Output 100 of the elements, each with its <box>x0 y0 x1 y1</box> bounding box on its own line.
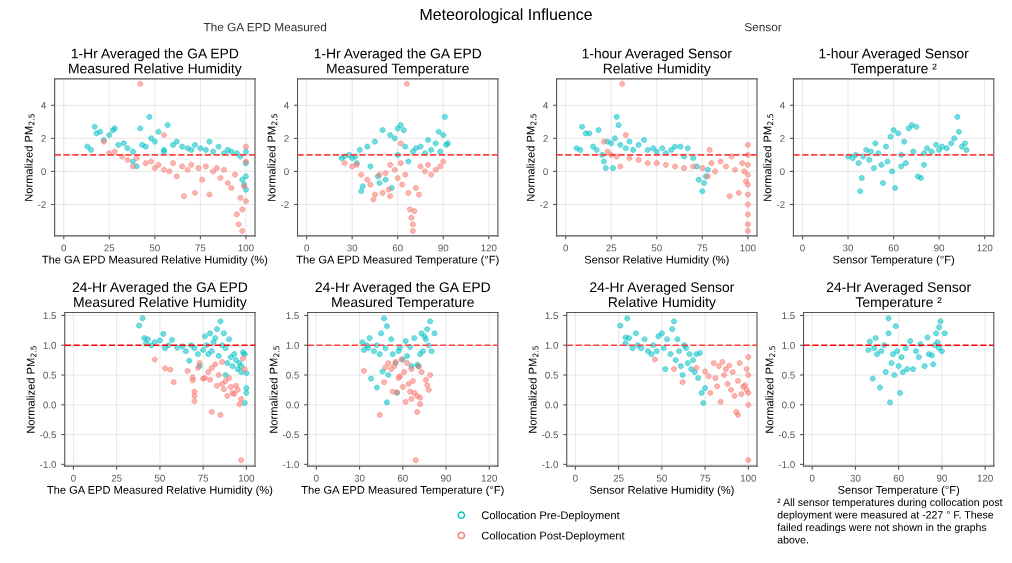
y-tick-label: 1.5 <box>782 312 795 320</box>
x-tick-label: 120 <box>481 244 497 252</box>
x-tick-label: 90 <box>934 244 945 252</box>
y-tick-label: 2 <box>543 135 548 142</box>
x-tick-label: 60 <box>392 244 403 252</box>
y-tick-label: -0.5 <box>778 431 795 439</box>
chart-title: 1-hour Averaged Sensor Relative Humidity <box>582 48 732 77</box>
x-axis-title: Sensor Relative Humidity (%) <box>589 485 734 496</box>
x-tick-label: 50 <box>154 474 165 482</box>
text: The GA EPD Measured <box>203 22 327 32</box>
y-tick-label: -2 <box>38 201 46 208</box>
x-tick-label: 60 <box>893 474 904 482</box>
x-tick-label: 100 <box>740 474 757 482</box>
chart-title: 1-Hr Averaged the GA EPD Measured Temperature <box>314 48 482 77</box>
chart-title: 24-Hr Averaged Sensor Relative Humidity <box>590 281 735 310</box>
x-tick-label: 90 <box>438 244 449 252</box>
x-axis-title: The GA EPD Measured Temperature (°F) <box>296 255 499 266</box>
x-tick-label: 120 <box>977 244 993 252</box>
y-tick-label: 1.0 <box>545 341 559 349</box>
x-axis-title: Sensor Temperature (°F) <box>838 485 960 496</box>
y-tick-label: -0.5 <box>282 431 299 439</box>
y-tick-label: 0 <box>543 168 548 176</box>
x-tick-label: 30 <box>850 474 861 482</box>
y-axis-title: Normalized PM$_{2.5}$ <box>528 345 539 433</box>
x-tick-label: 90 <box>441 474 452 482</box>
y-tick-label: -2 <box>280 201 289 208</box>
y-tick-label: 0.5 <box>286 371 299 379</box>
y-tick-label: 2 <box>780 135 785 142</box>
x-tick-label: 50 <box>656 474 667 482</box>
y-tick-label: -0.5 <box>542 431 558 439</box>
y-tick-label: 0.0 <box>43 401 57 409</box>
y-axis-title: Normalized PM$_{2.5}$ <box>267 114 278 201</box>
chart-title: 1-Hr Averaged the GA EPD Measured Relative Humidity <box>69 48 242 77</box>
x-tick-label: 75 <box>697 244 708 252</box>
y-tick-label: 2 <box>284 135 289 142</box>
y-tick-label: 0.5 <box>43 371 57 379</box>
y-tick-label: -1.0 <box>542 461 559 468</box>
x-axis-title: Sensor Temperature (°F) <box>833 255 954 266</box>
x-tick-label: 75 <box>198 474 209 482</box>
x-tick-label: 25 <box>104 244 115 252</box>
x-tick-label: 30 <box>354 474 365 482</box>
x-axis-title: The GA EPD Measured Relative Humidity (%) <box>42 255 268 266</box>
x-tick-label: 60 <box>888 244 899 252</box>
y-axis-title: Normalized PM$_{2.5}$ <box>26 345 37 433</box>
y-tick-label: 1.5 <box>286 312 299 320</box>
x-tick-label: 25 <box>606 244 617 252</box>
y-tick-label: 0 <box>780 168 785 176</box>
y-tick-label: 4 <box>543 102 548 109</box>
x-tick-label: 0 <box>809 474 815 482</box>
chart-title: 24-Hr Averaged Sensor Temperature ² <box>826 281 971 310</box>
y-tick-label: 4 <box>284 102 289 109</box>
y-tick-label: -2 <box>540 201 548 208</box>
x-tick-label: 60 <box>397 474 408 482</box>
y-tick-label: -2 <box>776 201 785 208</box>
text: Sensor <box>744 22 782 32</box>
x-axis-title: Sensor Relative Humidity (%) <box>584 255 729 266</box>
x-tick-label: 75 <box>700 474 711 482</box>
x-tick-label: 0 <box>800 244 805 252</box>
x-axis-title: The GA EPD Measured Temperature (°F) <box>301 485 504 496</box>
y-tick-label: 1.0 <box>286 341 299 349</box>
x-tick-label: 30 <box>843 244 854 252</box>
x-tick-label: 25 <box>111 474 122 482</box>
chart-title: 1-hour Averaged Sensor Temperature ² <box>819 48 969 77</box>
y-tick-label: 1.0 <box>43 341 57 349</box>
x-axis-title: The GA EPD Measured Relative Humidity (%) <box>47 485 273 496</box>
y-tick-label: 4 <box>41 102 47 109</box>
legend-label: Collocation Post-Deployment <box>481 531 625 542</box>
x-tick-label: 120 <box>977 474 993 482</box>
y-tick-label: 1.5 <box>43 312 57 320</box>
y-tick-label: 0.5 <box>782 371 795 379</box>
y-axis-title: Normalized PM$_{2.5}$ <box>269 345 280 433</box>
y-tick-label: -1.0 <box>40 461 57 468</box>
y-tick-label: 0.0 <box>782 401 795 409</box>
y-tick-label: -1.0 <box>282 461 299 468</box>
x-tick-label: 25 <box>613 474 624 482</box>
x-tick-label: 100 <box>238 244 254 252</box>
y-tick-label: 0.0 <box>545 401 559 409</box>
chart-title: 24-Hr Averaged the GA EPD Measured Relative Humidity <box>72 281 248 310</box>
text: Meteorological Influence <box>420 8 592 24</box>
y-tick-label: 0.0 <box>286 401 299 409</box>
text: ² All sensor temperatures during collocation post deployment were measured at -227 ° F. These failed readings were not shown in the graphs above. <box>777 498 1003 544</box>
y-axis-title: Normalized PM$_{2.5}$ <box>763 114 774 201</box>
x-tick-label: 0 <box>563 244 569 252</box>
y-tick-label: 1.5 <box>545 312 558 320</box>
x-tick-label: 0 <box>313 474 319 482</box>
y-tick-label: 0 <box>41 168 46 176</box>
y-tick-label: 0.5 <box>545 371 558 379</box>
y-tick-label: 0 <box>284 168 289 176</box>
x-tick-label: 50 <box>651 244 662 252</box>
y-axis-title: Normalized PM$_{2.5}$ <box>24 114 35 201</box>
y-axis-title: Normalized PM$_{2.5}$ <box>765 345 776 433</box>
x-tick-label: 30 <box>347 244 358 252</box>
chart-title: 24-Hr Averaged the GA EPD Measured Temperature <box>315 281 491 310</box>
y-tick-label: -1.0 <box>778 461 795 468</box>
y-axis-title: Normalized PM$_{2.5}$ <box>526 114 537 201</box>
x-tick-label: 0 <box>61 244 67 252</box>
x-tick-label: 0 <box>71 474 76 482</box>
x-tick-label: 0 <box>573 474 578 482</box>
x-tick-label: 90 <box>936 474 947 482</box>
x-tick-label: 0 <box>304 244 309 252</box>
